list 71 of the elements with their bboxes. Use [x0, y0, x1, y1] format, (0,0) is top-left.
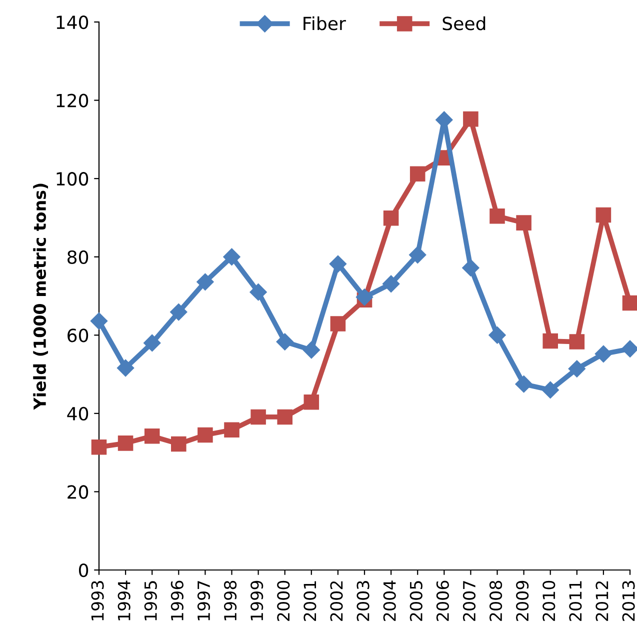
point: [198, 427, 213, 443]
point: [516, 215, 532, 230]
point: [91, 439, 107, 455]
x-tick-label: 2010: [542, 580, 556, 621]
x-tick-label: 1994: [118, 580, 130, 620]
x-tick-label: 2013: [622, 581, 635, 621]
x-tick-label: 2011: [569, 581, 582, 621]
x-tick-label: 1993: [91, 581, 104, 620]
point: [410, 166, 426, 182]
point: [117, 359, 134, 377]
y-tick-label: 120: [56, 94, 88, 108]
point: [196, 273, 214, 290]
y-tick-label: 140: [56, 15, 88, 30]
x-tick-label: 1995: [144, 581, 157, 620]
point: [621, 340, 637, 358]
x-tick-label: 2006: [436, 580, 449, 621]
point: [542, 333, 558, 349]
x-tick-label: 2000: [277, 580, 290, 621]
point: [542, 381, 559, 398]
x-tick-label: 2005: [410, 581, 422, 621]
x-tick-label: 1996: [170, 580, 184, 620]
x-tick-label: 2007: [462, 581, 476, 621]
x-tick-label: 2003: [356, 581, 370, 621]
point: [622, 295, 637, 311]
point: [463, 111, 478, 127]
point: [383, 210, 399, 226]
y-tick-label: 20: [68, 485, 88, 499]
point: [144, 334, 161, 352]
point: [462, 259, 480, 276]
point: [250, 284, 267, 301]
y-tick-label: 80: [68, 250, 88, 264]
x-tick-label: 1997: [197, 581, 210, 620]
point: [488, 326, 506, 344]
point: [409, 246, 426, 264]
point: [382, 275, 400, 292]
point: [302, 341, 320, 359]
point: [568, 360, 586, 378]
point: [276, 333, 294, 350]
point: [569, 334, 585, 350]
point: [304, 394, 320, 410]
point: [224, 422, 240, 438]
y-tick-label: 40: [67, 406, 88, 421]
point: [515, 376, 532, 393]
x-tick-label: 2012: [596, 581, 608, 621]
legend-label: Fiber: [304, 16, 346, 30]
y-tick-label: 100: [56, 172, 88, 186]
x-tick-label: 2002: [330, 581, 343, 621]
point: [330, 316, 346, 332]
point: [277, 409, 292, 425]
y-tick-label: 0: [78, 563, 88, 578]
point: [596, 207, 612, 223]
point: [594, 345, 612, 362]
legend-label: Seed: [442, 16, 486, 30]
point: [329, 255, 346, 272]
x-tick-label: 1998: [224, 580, 237, 620]
x-tick-label: 2008: [489, 580, 502, 621]
point: [118, 436, 134, 451]
x-tick-label: 2009: [516, 580, 529, 621]
point: [223, 248, 240, 266]
point: [356, 288, 374, 306]
x-tick-label: 2001: [304, 581, 316, 621]
y-tick-label: 60: [68, 328, 88, 342]
x-tick-label: 2004: [383, 580, 396, 621]
point: [90, 312, 108, 330]
x-tick-label: 1999: [250, 580, 264, 620]
point: [490, 208, 505, 224]
point: [250, 409, 266, 425]
point: [171, 436, 186, 452]
point: [170, 303, 188, 321]
point: [144, 428, 160, 444]
y-axis-title: Yield (1000 metric tons): [33, 184, 48, 410]
